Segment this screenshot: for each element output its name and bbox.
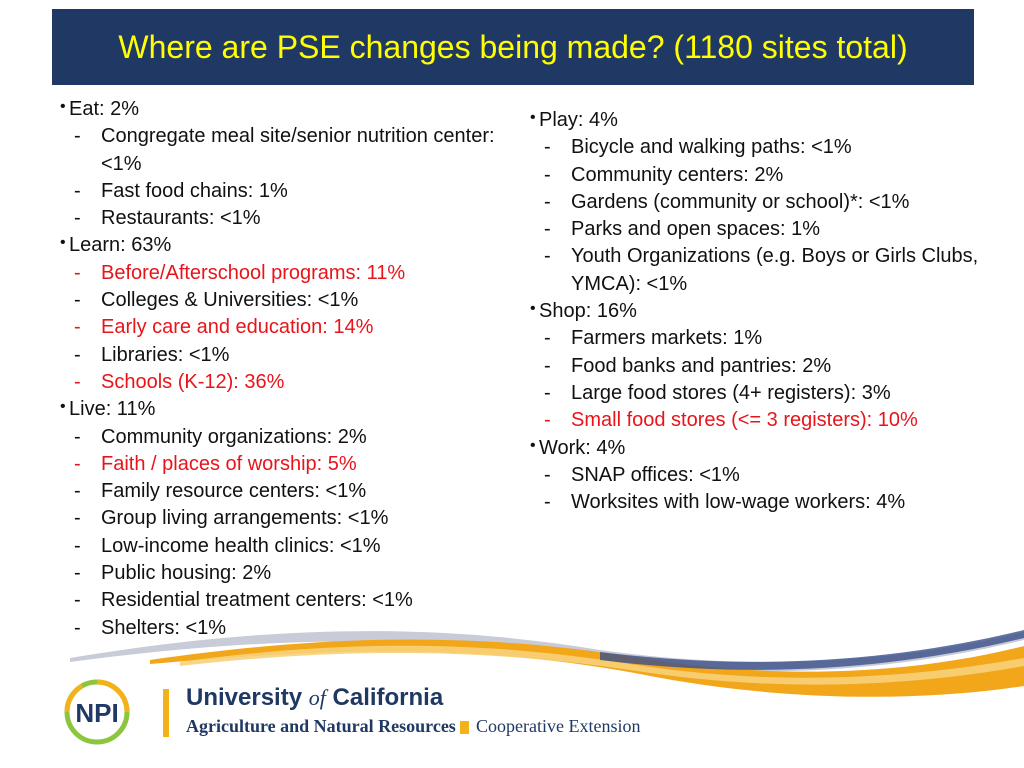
list-item: - Community organizations: 2% xyxy=(60,424,500,451)
list-item-text: Parks and open spaces: 1% xyxy=(571,218,821,241)
dash-marker: - xyxy=(544,327,551,350)
extension-square xyxy=(460,721,469,734)
list-item-text: Fast food chains: 1% xyxy=(101,179,288,202)
list-item: - Bicycle and walking paths: <1% xyxy=(530,134,1010,161)
list-item-text: Restaurants: <1% xyxy=(101,207,261,230)
npi-logo: NPI xyxy=(64,679,130,745)
list-item: - Group living arrangements: <1% xyxy=(60,505,500,532)
list-item-text: Small food stores (<= 3 registers): 10% xyxy=(571,409,918,432)
list-item-text: Community organizations: 2% xyxy=(101,425,367,448)
list-item: - Food banks and pantries: 2% xyxy=(530,353,1010,380)
dash-marker: - xyxy=(74,452,81,475)
dash-marker: - xyxy=(74,179,81,202)
dash-marker: - xyxy=(74,534,81,557)
list-item: - Schools (K-12): 36% xyxy=(60,369,500,396)
list-item-text: Food banks and pantries: 2% xyxy=(571,354,832,377)
dash-marker: - xyxy=(544,354,551,377)
dash-marker: - xyxy=(74,343,81,366)
decorative-swoosh xyxy=(70,630,1024,697)
category-heading: Learn: 63% xyxy=(60,229,500,259)
uc-subtitle: Agriculture and Natural Resources xyxy=(186,716,456,736)
dash-marker: - xyxy=(74,316,81,339)
dash-marker: - xyxy=(74,480,81,503)
dash-marker: - xyxy=(544,491,551,514)
list-item: - Gardens (community or school)*: <1% xyxy=(530,189,1010,216)
category-heading: Eat: 2% xyxy=(60,93,500,123)
dash-marker: - xyxy=(74,562,81,585)
dash-marker: - xyxy=(544,190,551,213)
category-heading: Shop: 16% xyxy=(530,295,1010,325)
list-item-text: Early care and education: 14% xyxy=(101,316,374,339)
list-item: - Restaurants: <1% xyxy=(60,205,500,232)
list-item-text: Congregate meal site/senior nutrition ce… xyxy=(101,125,495,175)
list-item: - Libraries: <1% xyxy=(60,342,500,369)
list-item-text: SNAP offices: <1% xyxy=(571,463,740,486)
list-item: - Early care and education: 14% xyxy=(60,314,500,341)
list-item-text: Before/Afterschool programs: 11% xyxy=(101,261,406,284)
dash-marker: - xyxy=(544,409,551,432)
slide-title: Where are PSE changes being made? (1180 … xyxy=(118,28,908,65)
list-item-text: Gardens (community or school)*: <1% xyxy=(571,190,910,213)
dash-marker: - xyxy=(74,261,81,284)
list-item: - Youth Organizations (e.g. Boys or Girls… xyxy=(530,243,1010,298)
dash-marker: - xyxy=(74,289,81,312)
uc-accent-bar xyxy=(163,689,169,737)
dash-marker: - xyxy=(74,370,81,393)
npi-logo-text: NPI xyxy=(75,698,118,728)
category-heading: Play: 4% xyxy=(530,104,1010,134)
list-item: - Community centers: 2% xyxy=(530,162,1010,189)
list-item-text: Bicycle and walking paths: <1% xyxy=(571,136,852,159)
category-heading: Work: 4% xyxy=(530,432,1010,462)
dash-marker: - xyxy=(74,589,81,612)
left-column: Eat: 2%-Congregate meal site/senior nutr… xyxy=(60,93,500,642)
list-item-text: Worksites with low-wage workers: 4% xyxy=(571,491,906,514)
list-item: - Congregate meal site/senior nutrition c… xyxy=(60,123,500,178)
dash-marker: - xyxy=(544,245,551,268)
list-item-text: Colleges & Universities: <1% xyxy=(101,289,359,312)
list-item-text: Schools (K-12): 36% xyxy=(101,370,285,393)
list-item: - Family resource centers: <1% xyxy=(60,478,500,505)
list-item: - Farmers markets: 1% xyxy=(530,325,1010,352)
category-heading: Live: 11% xyxy=(60,393,500,423)
list-item-text: Residential treatment centers: <1% xyxy=(101,589,413,612)
list-item-text: Shelters: <1% xyxy=(101,616,227,639)
list-item: - Small food stores (<= 3 registers): 10% xyxy=(530,407,1010,434)
dash-marker: - xyxy=(544,136,551,159)
dash-marker: - xyxy=(74,507,81,530)
cooperative-extension: Cooperative Extension xyxy=(476,716,641,736)
list-item: - Fast food chains: 1% xyxy=(60,178,500,205)
list-item-text: Libraries: <1% xyxy=(101,343,230,366)
dash-marker: - xyxy=(74,207,81,230)
list-item: - Shelters: <1% xyxy=(60,615,500,642)
dash-marker: - xyxy=(544,218,551,241)
list-item: - Faith / places of worship: 5% xyxy=(60,451,500,478)
title-bar: Where are PSE changes being made? (1180 … xyxy=(52,9,974,85)
uc-name: University of California xyxy=(186,684,444,711)
dash-marker: - xyxy=(544,381,551,404)
list-item: - Low-income health clinics: <1% xyxy=(60,533,500,560)
list-item: - Before/Afterschool programs: 11% xyxy=(60,260,500,287)
dash-marker: - xyxy=(74,616,81,639)
list-item-text: Family resource centers: <1% xyxy=(101,480,367,503)
dash-marker: - xyxy=(544,163,551,186)
list-item: - Residential treatment centers: <1% xyxy=(60,587,500,614)
dash-marker: - xyxy=(544,463,551,486)
list-item: - Large food stores (4+ registers): 3% xyxy=(530,380,1010,407)
list-item: - Colleges & Universities: <1% xyxy=(60,287,500,314)
list-item-text: Community centers: 2% xyxy=(571,163,784,186)
list-item-text: Public housing: 2% xyxy=(101,562,272,585)
right-column: Play: 4%-Bicycle and walking paths: <1%-… xyxy=(530,104,1010,516)
list-item: - Worksites with low-wage workers: 4% xyxy=(530,489,1010,516)
list-item: - Public housing: 2% xyxy=(60,560,500,587)
list-item-text: Low-income health clinics: <1% xyxy=(101,534,381,557)
dash-marker: - xyxy=(74,425,81,448)
list-item-text: Faith / places of worship: 5% xyxy=(101,452,357,475)
list-item-text: Group living arrangements: <1% xyxy=(101,507,389,530)
list-item-text: Farmers markets: 1% xyxy=(571,327,763,350)
list-item: - SNAP offices: <1% xyxy=(530,462,1010,489)
list-item-text: Youth Organizations (e.g. Boys or Girls … xyxy=(571,245,979,295)
dash-marker: - xyxy=(74,125,81,148)
list-item: - Parks and open spaces: 1% xyxy=(530,216,1010,243)
list-item-text: Large food stores (4+ registers): 3% xyxy=(571,381,891,404)
